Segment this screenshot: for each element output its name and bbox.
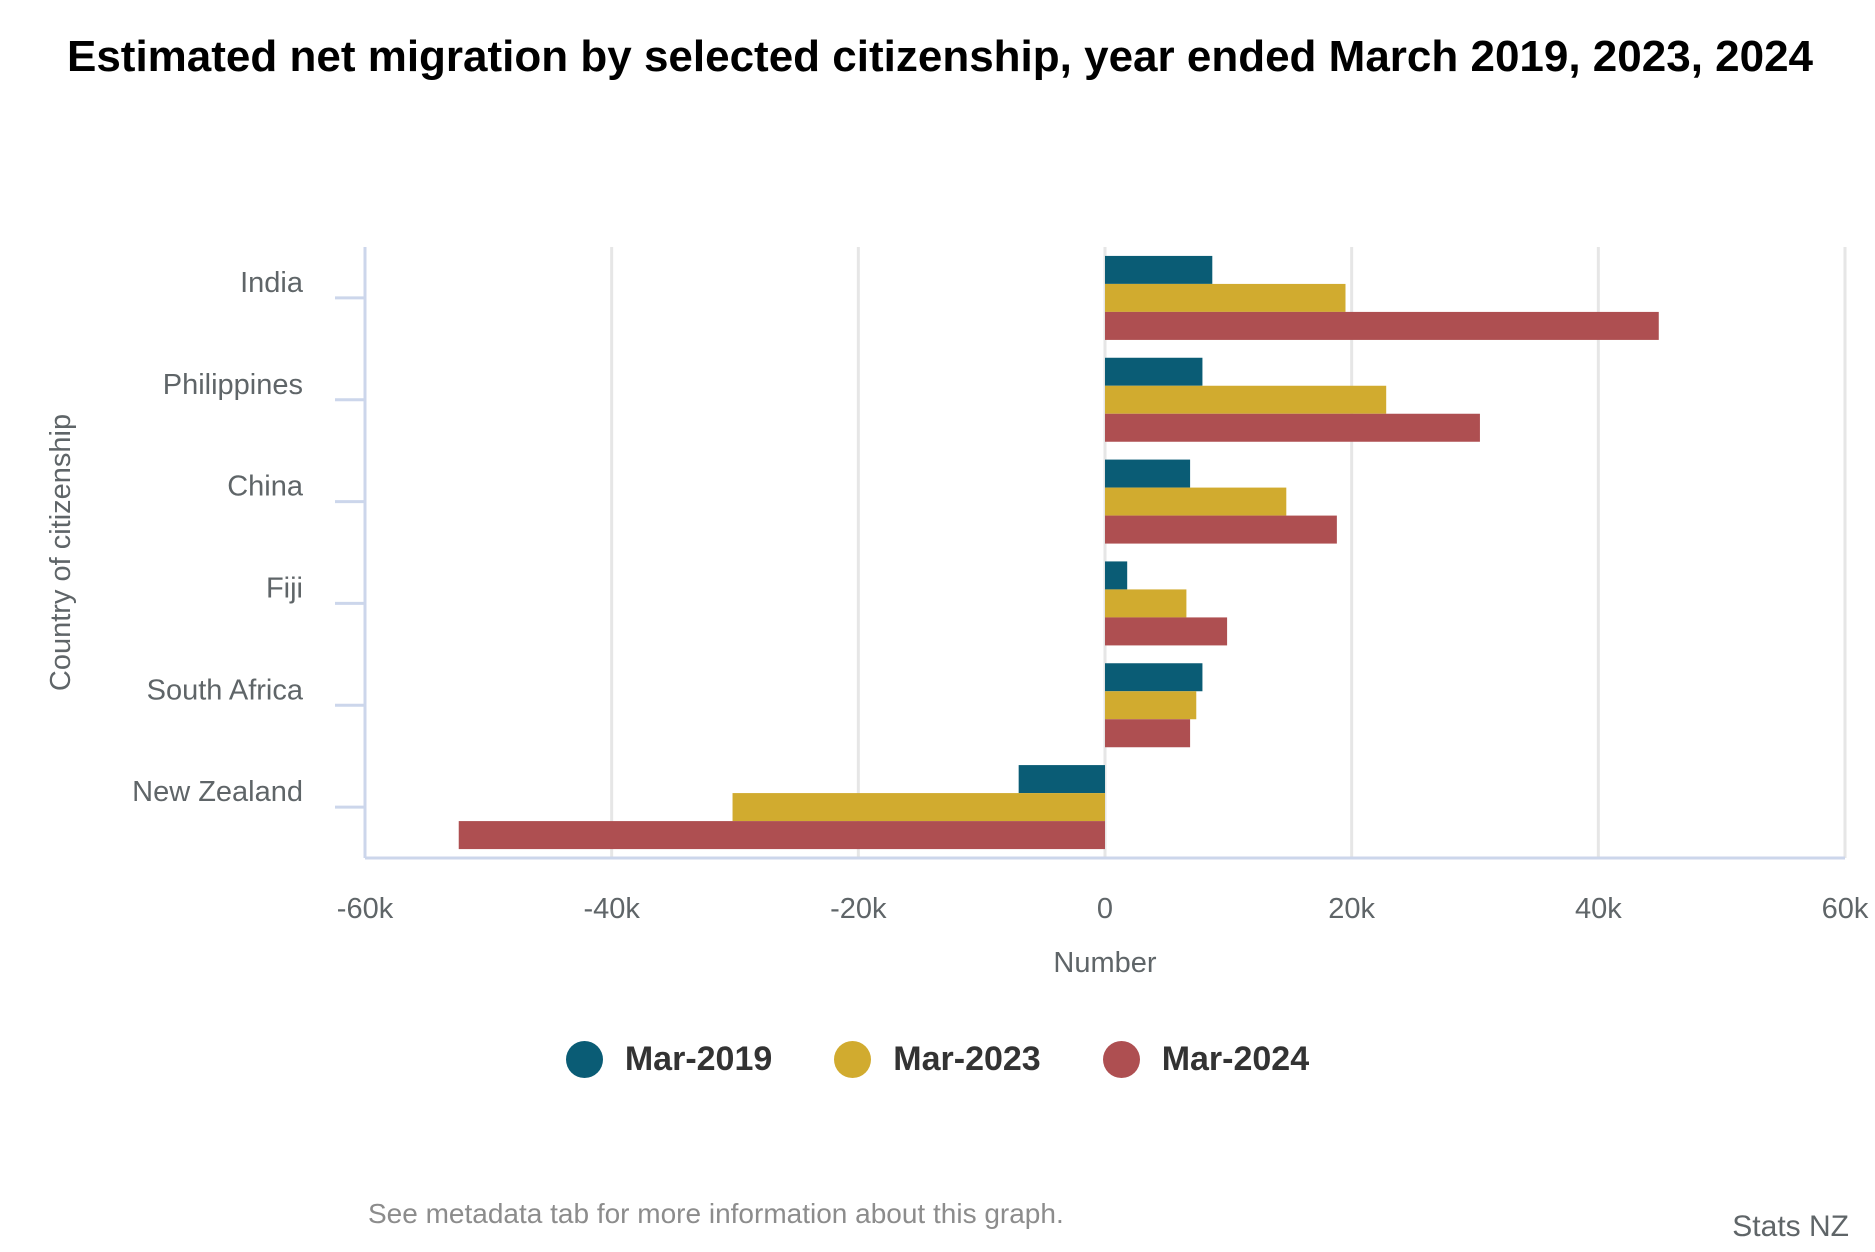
axes	[335, 247, 1845, 860]
y-axis-title: Country of citizenship	[45, 414, 77, 691]
y-tick-label: Fiji	[266, 572, 303, 604]
bar-china-mar-2023[interactable]	[1105, 487, 1287, 516]
bar-new-zealand-mar-2024[interactable]	[458, 821, 1105, 850]
x-tick-labels: -60k -40k -20k 0 20k 40k 60k	[337, 893, 1869, 925]
bar-south-africa-mar-2019[interactable]	[1105, 663, 1203, 692]
x-tick-label: -60k	[337, 893, 394, 925]
x-tick-label: 40k	[1575, 893, 1622, 925]
bar-new-zealand-mar-2019[interactable]	[1018, 765, 1105, 794]
x-tick-label: 20k	[1328, 893, 1375, 925]
bar-india-mar-2019[interactable]	[1105, 255, 1213, 284]
x-axis-title: Number	[1053, 947, 1156, 979]
legend-marker-icon	[1102, 1041, 1140, 1078]
x-tick-label: 0	[1097, 893, 1113, 925]
legend-label: Mar-2024	[1161, 1040, 1310, 1078]
bar-philippines-mar-2023[interactable]	[1105, 385, 1387, 414]
y-tick-label: China	[227, 471, 304, 503]
bar-india-mar-2023[interactable]	[1105, 283, 1346, 312]
bar-new-zealand-mar-2023[interactable]	[732, 793, 1105, 822]
legend: Mar-2019 Mar-2023 Mar-2024	[0, 1040, 1875, 1079]
chart-plot-area: -60k -40k -20k 0 20k 40k 60k India Philippines C…	[45, 247, 1869, 979]
bars	[458, 255, 1659, 850]
bar-china-mar-2019[interactable]	[1105, 459, 1191, 488]
chart-title: Estimated net migration by selected citi…	[66, 32, 1814, 81]
y-tick-label: Philippines	[163, 369, 303, 401]
bar-fiji-mar-2023[interactable]	[1105, 589, 1187, 618]
bar-fiji-mar-2024[interactable]	[1105, 617, 1228, 646]
x-tick-label: 60k	[1822, 893, 1869, 925]
source-credit: Stats NZ	[1732, 1210, 1849, 1243]
legend-label: Mar-2019	[624, 1040, 773, 1078]
x-tick-label: -20k	[830, 893, 887, 925]
footnote: See metadata tab for more information ab…	[368, 1198, 1064, 1229]
bar-china-mar-2024[interactable]	[1105, 515, 1337, 544]
legend-item-mar-2019[interactable]: Mar-2019	[565, 1040, 773, 1079]
bar-philippines-mar-2019[interactable]	[1105, 357, 1203, 386]
y-tick-label: New Zealand	[132, 776, 303, 808]
bar-south-africa-mar-2023[interactable]	[1105, 691, 1197, 720]
x-tick-label: -40k	[583, 893, 640, 925]
bar-south-africa-mar-2024[interactable]	[1105, 719, 1191, 748]
legend-marker-icon	[565, 1041, 603, 1078]
legend-marker-icon	[834, 1041, 872, 1078]
bar-india-mar-2024[interactable]	[1105, 311, 1659, 340]
legend-label: Mar-2023	[893, 1040, 1041, 1078]
bar-philippines-mar-2024[interactable]	[1105, 413, 1480, 442]
y-tick-labels: India Philippines China Fiji South Africa New…	[132, 267, 304, 808]
bar-fiji-mar-2019[interactable]	[1105, 561, 1128, 590]
legend-item-mar-2023[interactable]: Mar-2023	[834, 1040, 1041, 1079]
y-tick-label: India	[240, 267, 304, 299]
legend-item-mar-2024[interactable]: Mar-2024	[1102, 1040, 1310, 1079]
y-tick-label: South Africa	[147, 674, 304, 706]
gridlines	[610, 247, 1847, 858]
